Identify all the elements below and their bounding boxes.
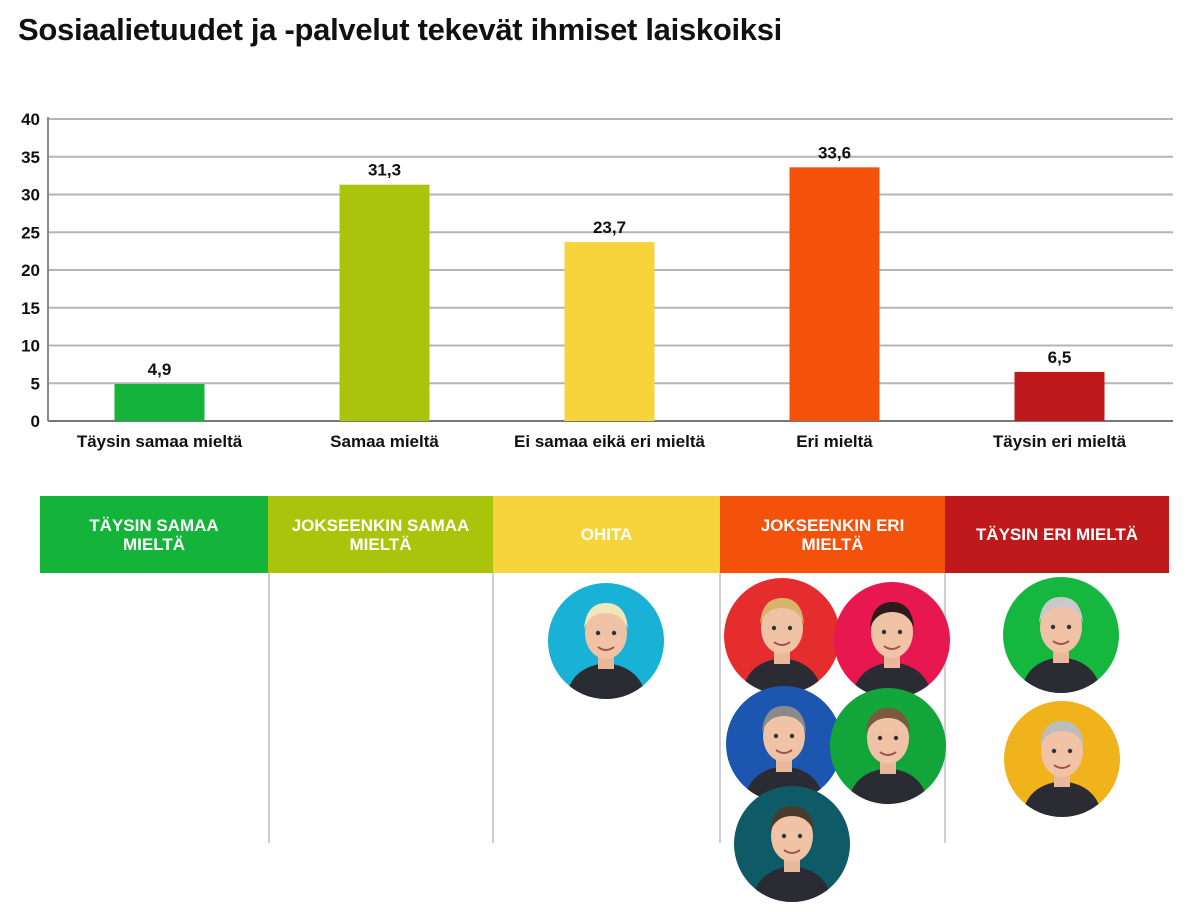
bar-value-label: 23,7 <box>593 218 626 237</box>
candidate-portrait <box>548 583 664 699</box>
category-label: Eri mieltä <box>796 432 873 451</box>
y-tick-label: 20 <box>21 261 40 280</box>
candidate-portrait <box>830 688 946 804</box>
band-label: Täysin eri mieltä <box>975 525 1139 544</box>
category-labels: Täysin samaa mieltä Samaa mieltä Ei samaa … <box>77 432 1127 451</box>
candidate-portrait <box>734 786 850 902</box>
bar-2 <box>339 184 430 421</box>
bar-3 <box>564 242 655 421</box>
bar-value-label: 31,3 <box>368 161 401 180</box>
candidate-portrait <box>834 582 950 698</box>
band-3: Ohita <box>493 496 720 573</box>
bar-chart: 0 5 10 15 20 25 30 35 40 4,9 31,3 23,7 33,6 6,5 Täys… <box>21 110 1173 451</box>
y-tick-label: 35 <box>21 148 40 167</box>
band-label: Jokseenkin eri mieltä <box>760 515 905 554</box>
bar-5 <box>1014 371 1105 421</box>
y-axis-ticks: 0 5 10 15 20 25 30 35 40 <box>21 110 40 431</box>
y-tick-label: 15 <box>21 299 40 318</box>
band-5: Täysin eri mieltä <box>945 496 1169 573</box>
y-tick-label: 0 <box>31 412 40 431</box>
bar-value-label: 6,5 <box>1048 348 1072 367</box>
y-tick-label: 5 <box>31 374 40 393</box>
candidate-portrait <box>1004 701 1120 817</box>
band-4: Jokseenkin eri mieltä <box>720 496 945 573</box>
band-label: Täysin samaa mieltä <box>89 515 219 554</box>
y-tick-label: 25 <box>21 223 40 242</box>
category-label: Samaa mieltä <box>330 432 439 451</box>
bar-1 <box>114 384 205 421</box>
bar-value-label: 33,6 <box>818 143 851 162</box>
column-divider <box>944 573 946 843</box>
bars <box>114 167 1105 421</box>
band-2: Jokseenkin samaa mieltä <box>268 496 493 573</box>
chart-title: Sosiaalietuudet ja -palvelut tekevät ihm… <box>18 12 782 47</box>
category-label: Ei samaa eikä eri mieltä <box>514 432 705 451</box>
column-divider <box>268 573 270 843</box>
y-tick-label: 30 <box>21 186 40 205</box>
band-1: Täysin samaa mieltä <box>40 496 268 573</box>
y-tick-label: 40 <box>21 110 40 129</box>
y-tick-label: 10 <box>21 337 40 356</box>
candidate-portrait <box>726 686 842 802</box>
column-divider <box>719 573 721 843</box>
band-label: Jokseenkin samaa mieltä <box>291 515 470 554</box>
band-label: Ohita <box>580 525 633 544</box>
category-label: Täysin eri mieltä <box>993 432 1127 451</box>
column-divider <box>492 573 494 843</box>
bar-value-label: 4,9 <box>148 360 172 379</box>
candidate-portrait <box>1003 577 1119 693</box>
candidate-portrait <box>724 578 840 694</box>
value-labels: 4,9 31,3 23,7 33,6 6,5 <box>148 143 1072 379</box>
category-label: Täysin samaa mieltä <box>77 432 243 451</box>
bar-4 <box>789 167 880 421</box>
